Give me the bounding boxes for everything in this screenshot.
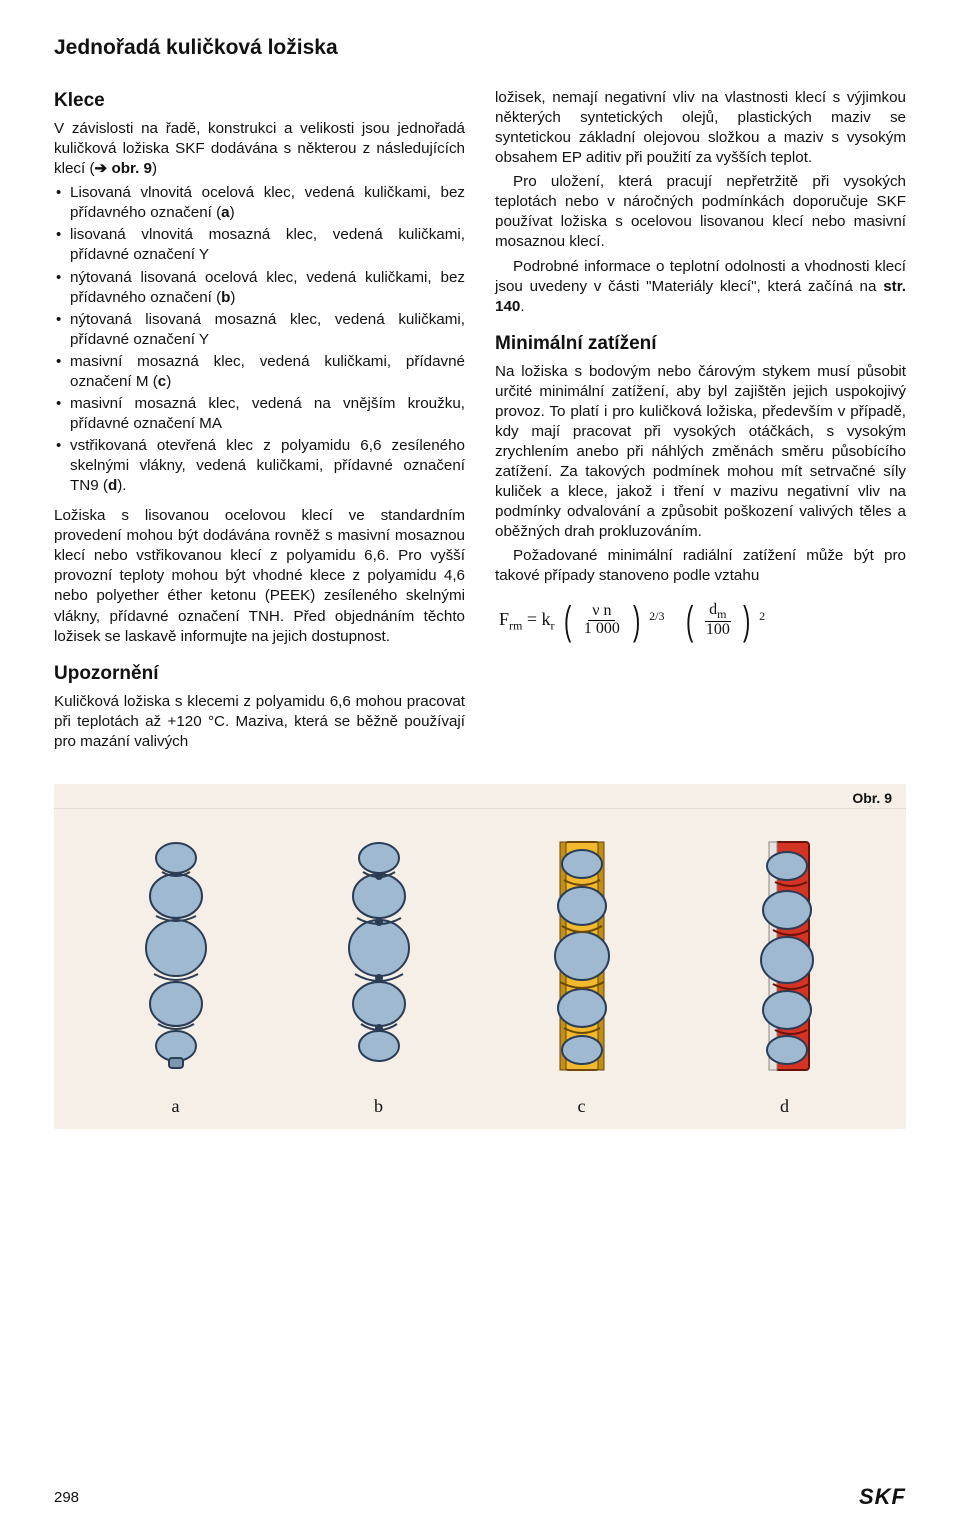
rparen-icon: ) bbox=[633, 603, 640, 639]
lparen-icon: ( bbox=[564, 603, 571, 639]
cage-b-icon bbox=[339, 836, 419, 1076]
page-number: 298 bbox=[54, 1489, 79, 1506]
upozorneni-para: Kuličková ložiska s klecemi z polyamidu … bbox=[54, 692, 465, 752]
list-item: nýtovaná lisovaná ocelová klec, vedená k… bbox=[54, 268, 465, 308]
page-footer: 298 SKF bbox=[54, 1484, 906, 1510]
li-text: lisovaná vlnovitá mosazná klec, vedená k… bbox=[70, 226, 465, 263]
figure-caption-c: c bbox=[578, 1096, 586, 1117]
lparen2-icon: ( bbox=[686, 603, 693, 639]
right-para1a: ložisek, nemají negativní vliv na vlastn… bbox=[495, 88, 906, 168]
min-para2: Požadované minimální radiální zatížení m… bbox=[495, 546, 906, 586]
list-item: lisovaná vlnovitá mosazná klec, vedená k… bbox=[54, 225, 465, 265]
figure-label: Obr. 9 bbox=[54, 784, 906, 809]
f-exp1: 2/3 bbox=[649, 609, 664, 625]
figure-caption-d: d bbox=[780, 1096, 789, 1117]
klece-intro-c: ) bbox=[152, 160, 157, 177]
list-item: Lisovaná vlnovitá ocelová klec, vedená k… bbox=[54, 183, 465, 223]
klece-heading: Klece bbox=[54, 88, 465, 113]
f-dm-m: m bbox=[717, 608, 726, 622]
figure-c: c bbox=[542, 836, 622, 1117]
figure-a: a bbox=[136, 836, 216, 1117]
cage-a-icon bbox=[136, 836, 216, 1076]
rparen2-icon: ) bbox=[743, 603, 750, 639]
min-para1: Na ložiska s bodovým nebo čárovým stykem… bbox=[495, 362, 906, 543]
list-item: masivní mosazná klec, vedená na vnějším … bbox=[54, 394, 465, 434]
list-item: vstřikovaná otevřená klec z polyamidu 6,… bbox=[54, 436, 465, 496]
klece-intro-figref: obr. 9 bbox=[107, 160, 152, 177]
f-dm-d: d bbox=[709, 601, 717, 618]
li-text: masivní mosazná klec, vedená na vnějším … bbox=[70, 395, 465, 432]
right-para1b: Pro uložení, která pracují nepřetržitě p… bbox=[495, 172, 906, 252]
frac1: ν n 1 000 bbox=[580, 603, 624, 638]
li-text: Lisovaná vlnovitá ocelová klec, vedená k… bbox=[70, 184, 465, 221]
figure-b: b bbox=[339, 836, 419, 1117]
figure-9-box: Obr. 9 bbox=[54, 784, 906, 1129]
f-kr: r bbox=[551, 618, 555, 632]
f-den1: 1 000 bbox=[580, 621, 624, 638]
right-para1c-a: Podrobné informace o teplotní odolnosti … bbox=[495, 258, 906, 295]
f-num1: ν n bbox=[588, 603, 615, 621]
page-title: Jednořadá kuličková ložiska bbox=[54, 36, 906, 60]
f-rm: rm bbox=[509, 618, 522, 632]
right-para1c: Podrobné informace o teplotní odolnosti … bbox=[495, 257, 906, 317]
upozorneni-heading: Upozornění bbox=[54, 661, 465, 686]
klece-intro: V závislosti na řadě, konstrukci a velik… bbox=[54, 119, 465, 179]
f-exp2: 2 bbox=[759, 609, 765, 625]
left-column: Klece V závislosti na řadě, konstrukci a… bbox=[54, 88, 465, 766]
figure-d: d bbox=[745, 836, 825, 1117]
brand-logo: SKF bbox=[859, 1484, 906, 1510]
klece-bullet-list: Lisovaná vlnovitá ocelová klec, vedená k… bbox=[54, 183, 465, 496]
figure-caption-b: b bbox=[374, 1096, 383, 1117]
li-text: nýtovaná lisovaná ocelová klec, vedená k… bbox=[70, 269, 465, 306]
klece-para2: Ložiska s lisovanou ocelovou klecí ve st… bbox=[54, 506, 465, 646]
li-text: nýtovaná lisovaná mosazná klec, vedená k… bbox=[70, 311, 465, 348]
cage-d-icon bbox=[745, 836, 825, 1076]
cage-c-icon bbox=[542, 836, 622, 1076]
arrow-icon: ➔ bbox=[95, 160, 108, 177]
f-den2: 100 bbox=[702, 622, 734, 639]
f-eq: = k bbox=[522, 609, 550, 629]
li-text: masivní mosazná klec, vedená kuličkami, … bbox=[70, 353, 465, 390]
li-text: vstřikovaná otevřená klec z polyamidu 6,… bbox=[70, 437, 465, 494]
list-item: nýtovaná lisovaná mosazná klec, vedená k… bbox=[54, 310, 465, 350]
figure-caption-a: a bbox=[172, 1096, 180, 1117]
right-column: ložisek, nemají negativní vliv na vlastn… bbox=[495, 88, 906, 766]
min-heading: Minimální zatížení bbox=[495, 331, 906, 356]
f-F: F bbox=[499, 609, 509, 629]
formula-lhs: Frm = kr bbox=[499, 608, 555, 634]
figure-row: a bbox=[54, 809, 906, 1129]
list-item: masivní mosazná klec, vedená kuličkami, … bbox=[54, 352, 465, 392]
formula: Frm = kr ( ν n 1 000 ) 2/3 ( dm 100 ) bbox=[495, 602, 906, 639]
two-column-body: Klece V závislosti na řadě, konstrukci a… bbox=[54, 88, 906, 766]
frac2: dm 100 bbox=[702, 602, 734, 639]
f-num2: dm bbox=[705, 602, 730, 622]
right-para1c-c: . bbox=[520, 298, 524, 315]
